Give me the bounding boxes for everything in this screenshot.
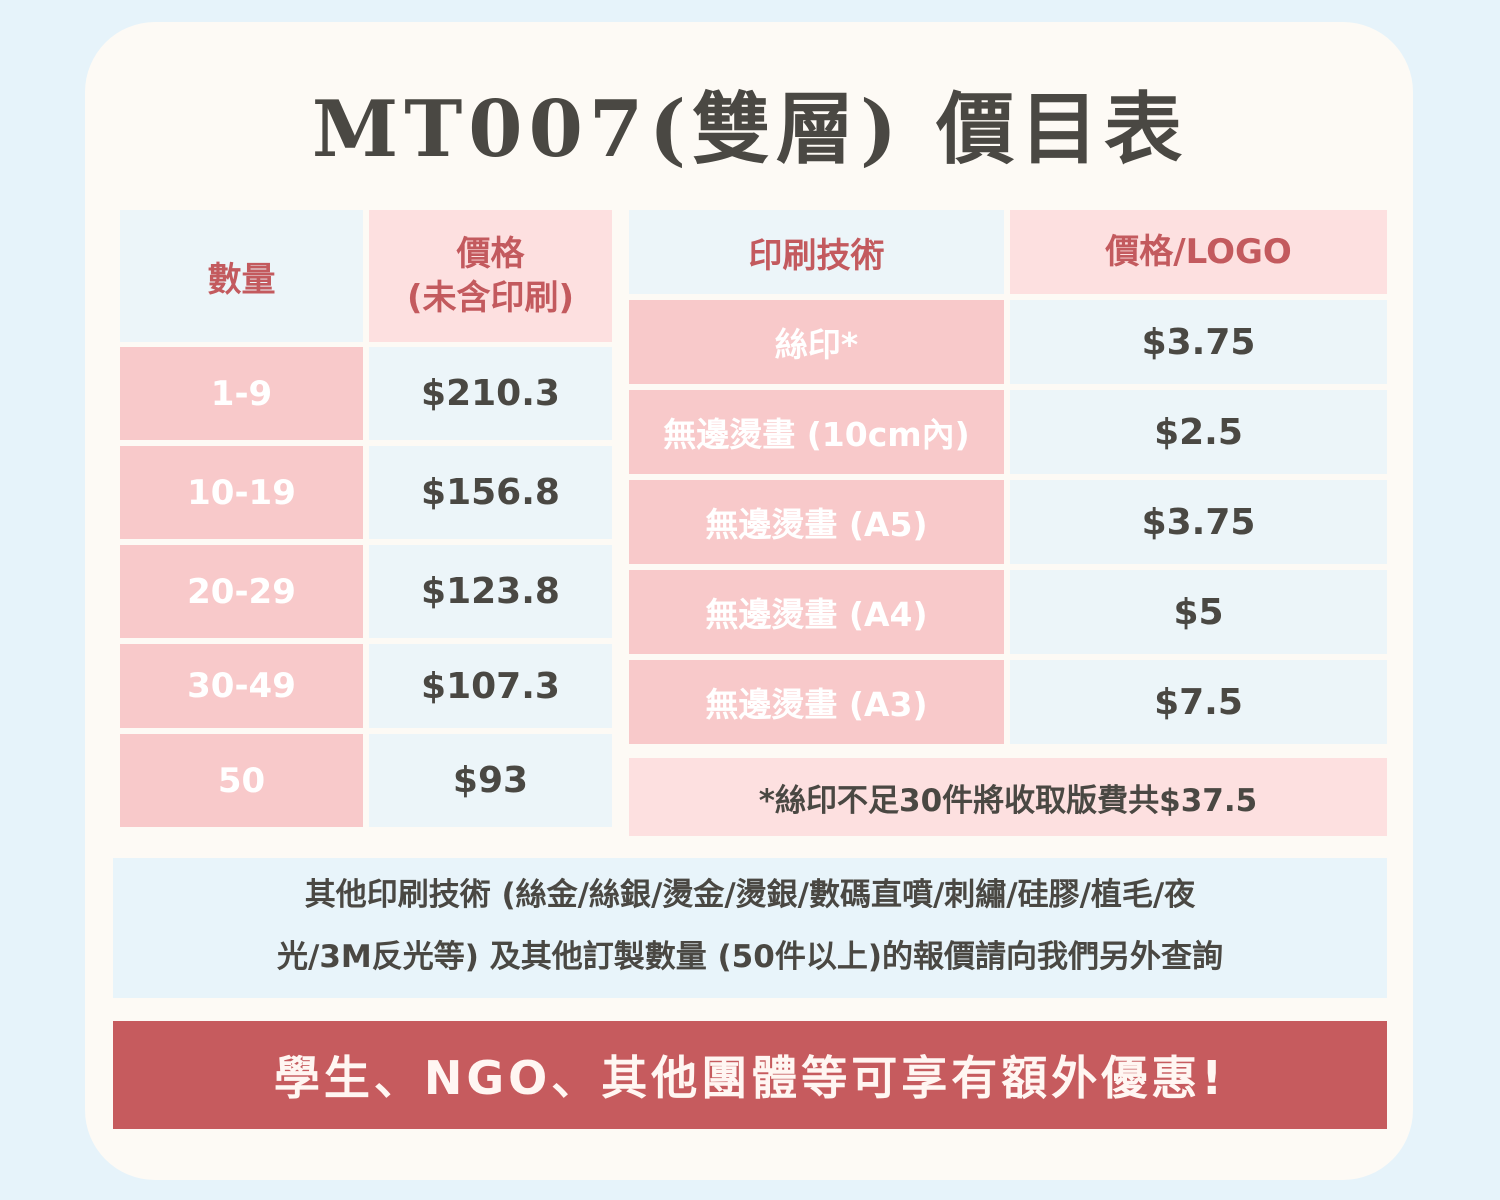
- header-print-technique: 印刷技術: [629, 210, 1004, 294]
- technique-price-cell: $3.75: [1010, 300, 1387, 384]
- qty-cell: 30-49: [120, 644, 363, 728]
- technique-cell: 絲印*: [629, 300, 1004, 384]
- technique-label: 無邊燙畫 (A3): [705, 685, 928, 724]
- technique-label: 無邊燙畫 (A4): [705, 595, 928, 634]
- technique-label: 無邊燙畫 (A5): [705, 505, 928, 544]
- technique-price: $3.75: [1141, 501, 1256, 543]
- price-cell: $156.8: [369, 446, 612, 539]
- header-price-line2: (未含印刷): [406, 278, 575, 318]
- header-price-line1: 價格: [456, 234, 525, 274]
- price-cell: $107.3: [369, 644, 612, 728]
- other-techniques-info: 其他印刷技術 (絲金/絲銀/燙金/燙銀/數碼直噴/刺繡/硅膠/植毛/夜 光/3M…: [113, 858, 1387, 998]
- price-value: $107.3: [421, 665, 560, 707]
- other-info-line1: 其他印刷技術 (絲金/絲銀/燙金/燙銀/數碼直噴/刺繡/硅膠/植毛/夜: [304, 877, 1196, 913]
- header-price-unprinted: 價格 (未含印刷): [369, 210, 612, 342]
- technique-price-cell: $7.5: [1010, 660, 1387, 744]
- qty-label: 10-19: [187, 472, 296, 513]
- qty-cell: 20-29: [120, 545, 363, 638]
- price-value: $156.8: [421, 472, 560, 513]
- qty-label: 20-29: [187, 571, 296, 612]
- technique-cell: 無邊燙畫 (A5): [629, 480, 1004, 564]
- price-value: $93: [452, 760, 529, 801]
- qty-cell: 10-19: [120, 446, 363, 539]
- technique-cell: 無邊燙畫 (10cm內): [629, 390, 1004, 474]
- other-info-line2: 光/3M反光等) 及其他訂製數量 (50件以上)的報價請向我們另外查詢: [277, 939, 1223, 975]
- screen-print-setup-fee-note: *絲印不足30件將收取版費共$37.5: [629, 758, 1387, 836]
- technique-price-cell: $5: [1010, 570, 1387, 654]
- technique-price: $5: [1173, 591, 1224, 633]
- page-title: MT007(雙層) 價目表: [311, 84, 1189, 175]
- discount-banner-text: 學生、NGO、其他團體等可享有額外優惠!: [273, 1051, 1227, 1105]
- header-logo-price-label: 價格/LOGO: [1105, 232, 1292, 272]
- header-technique-label: 印刷技術: [748, 235, 885, 276]
- qty-cell: 50: [120, 734, 363, 827]
- header-quantity-label: 數量: [207, 259, 276, 300]
- technique-price-cell: $3.75: [1010, 480, 1387, 564]
- technique-label: 無邊燙畫 (10cm內): [663, 415, 970, 454]
- qty-label: 50: [217, 760, 266, 801]
- qty-label: 1-9: [210, 373, 273, 414]
- setup-fee-note-text: *絲印不足30件將收取版費共$37.5: [758, 782, 1258, 819]
- price-cell: $93: [369, 734, 612, 827]
- technique-price: $7.5: [1154, 681, 1243, 723]
- header-quantity: 數量: [120, 210, 363, 342]
- price-cell: $123.8: [369, 545, 612, 638]
- technique-price: $2.5: [1154, 411, 1243, 453]
- qty-label: 30-49: [187, 666, 296, 706]
- technique-label: 絲印*: [774, 325, 859, 364]
- header-price-per-logo: 價格/LOGO: [1010, 210, 1387, 294]
- price-value: $123.8: [421, 571, 560, 612]
- price-value: $210.3: [421, 373, 560, 414]
- technique-cell: 無邊燙畫 (A4): [629, 570, 1004, 654]
- qty-cell: 1-9: [120, 347, 363, 440]
- technique-price: $3.75: [1141, 321, 1256, 363]
- technique-cell: 無邊燙畫 (A3): [629, 660, 1004, 744]
- price-cell: $210.3: [369, 347, 612, 440]
- technique-price-cell: $2.5: [1010, 390, 1387, 474]
- discount-banner: 學生、NGO、其他團體等可享有額外優惠!: [113, 1021, 1387, 1129]
